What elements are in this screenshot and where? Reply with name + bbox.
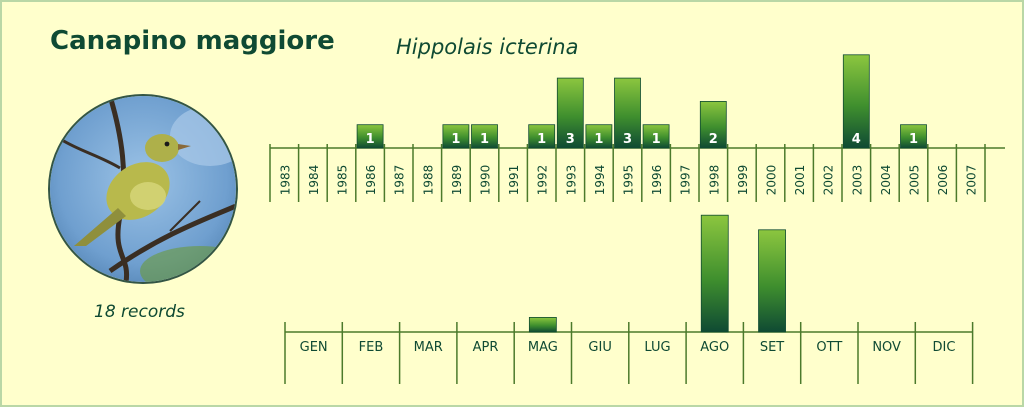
month-tick-label: NOV: [872, 340, 901, 355]
year-bar: [471, 124, 498, 149]
year-bar-value-label: 3: [623, 132, 632, 147]
year-tick-label: 2004: [879, 165, 893, 196]
year-tick-label: 1999: [736, 165, 750, 196]
year-bar-value-label: 1: [594, 132, 603, 147]
records-count: 18 records: [94, 302, 185, 322]
year-tick-label: 1984: [307, 165, 321, 196]
species-common-name: Canapino maggiore: [50, 26, 335, 56]
year-tick-label: 2001: [793, 165, 807, 196]
year-bar-value-label: 1: [909, 132, 918, 147]
year-tick-label: 1993: [564, 165, 578, 196]
year-bar: [356, 124, 384, 149]
month-tick-label: SET: [760, 340, 784, 355]
year-bar-value-label: 2: [709, 132, 718, 147]
year-bar: [556, 77, 584, 149]
year-tick-label: 1991: [507, 165, 521, 196]
year-tick-label: 2003: [850, 165, 864, 196]
year-bar-value-label: 1: [652, 132, 661, 147]
year-bar-value-label: 1: [537, 132, 546, 147]
month-bar: [758, 229, 786, 333]
year-bar-value-label: 1: [451, 132, 460, 147]
year-tick-label: 1989: [450, 165, 464, 196]
year-bar: [442, 124, 470, 149]
year-tick-label: 1995: [622, 165, 636, 196]
year-bar: [900, 124, 927, 149]
year-bar: [842, 54, 870, 149]
year-tick-label: 1985: [336, 165, 350, 196]
month-tick-label: MAR: [414, 340, 443, 355]
year-bar: [614, 77, 641, 149]
month-tick-label: FEB: [359, 340, 384, 355]
month-tick-label: GIU: [588, 340, 611, 355]
year-tick-label: 1988: [421, 165, 435, 196]
year-tick-label: 1990: [479, 165, 493, 196]
year-tick-label: 1992: [536, 165, 550, 196]
year-bar-value-label: 1: [480, 132, 489, 147]
year-tick-label: 1997: [679, 165, 693, 196]
year-tick-label: 1983: [278, 165, 292, 196]
year-bar: [699, 101, 727, 149]
month-tick-label: AGO: [700, 340, 729, 355]
year-bar-value-label: 1: [366, 132, 375, 147]
month-tick-label: DIC: [932, 340, 955, 355]
year-tick-label: 1996: [650, 165, 664, 196]
year-tick-label: 2005: [908, 165, 922, 196]
month-tick-label: APR: [473, 340, 499, 355]
year-tick-label: 2007: [965, 165, 979, 196]
month-tick-label: LUG: [644, 340, 670, 355]
year-bar-value-label: 3: [566, 132, 575, 147]
year-bar: [642, 124, 670, 149]
year-tick-label: 1986: [364, 165, 378, 196]
year-bar: [528, 124, 556, 149]
months-chart: GEN FEB MAR APR MAG GIU LUG AGO SET OTT NOV DIC: [284, 214, 974, 384]
year-bar-value-label: 4: [852, 132, 861, 147]
year-tick-label: 1998: [707, 165, 721, 196]
month-tick-label: OTT: [816, 340, 842, 355]
year-tick-label: 1994: [593, 165, 607, 196]
species-latin-name: Hippolais icterina: [396, 35, 579, 59]
year-tick-label: 2006: [936, 165, 950, 196]
month-tick-label: GEN: [300, 340, 328, 355]
years-chart: 1983 1984 1985 1986 1 1987 1988 1989 1 1990 1 1991 1…: [269, 54, 1005, 202]
year-tick-label: 1987: [393, 165, 407, 196]
month-bar: [528, 316, 557, 333]
year-tick-label: 2000: [765, 165, 779, 196]
month-bar: [700, 214, 729, 333]
year-tick-label: 2002: [822, 165, 836, 196]
year-bar: [585, 124, 613, 149]
month-tick-label: MAG: [528, 340, 558, 355]
